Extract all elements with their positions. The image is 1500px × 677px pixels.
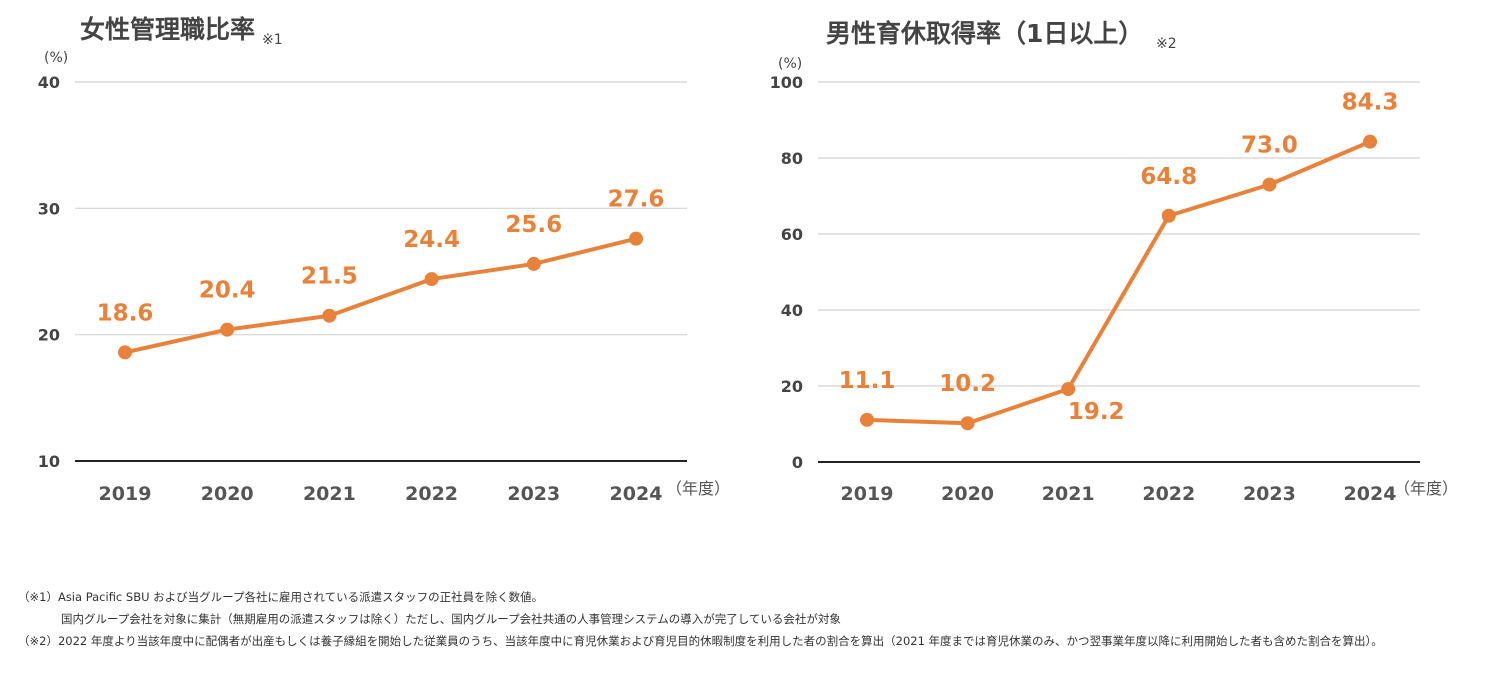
- data-point: [424, 272, 439, 287]
- data-label: 19.2: [1068, 399, 1125, 425]
- x-tick-label: 2022: [1142, 483, 1195, 505]
- chart-female-managers: 女性管理職比率 ※1 (%) （年度） 10 20 30 40 2019 2020 2021…: [38, 15, 730, 505]
- data-point: [1363, 134, 1377, 149]
- footnote-2: （※2）2022 年度より当該年度中に配偶者が出産もしくは養子縁組を開始した従業…: [18, 634, 1383, 648]
- x-tick-label: 2024: [1344, 483, 1397, 505]
- y-tick-label: 80: [781, 149, 803, 168]
- x-tick-label: 2021: [303, 483, 356, 505]
- x-axis-unit: （年度）: [1394, 479, 1458, 498]
- y-axis-unit: (%): [778, 56, 802, 72]
- y-tick-label: 0: [792, 453, 803, 472]
- y-tick-label: 100: [770, 73, 803, 92]
- x-tick-label: 2022: [405, 483, 458, 505]
- data-label: 73.0: [1241, 133, 1298, 159]
- data-label: 21.5: [301, 264, 358, 290]
- data-point: [1262, 177, 1277, 192]
- data-label: 20.4: [199, 278, 256, 304]
- series-line: [123, 236, 638, 355]
- data-point: [860, 412, 874, 427]
- y-tick-label: 40: [38, 73, 60, 92]
- x-tick-label: 2020: [201, 483, 254, 505]
- x-axis-unit: （年度）: [666, 479, 730, 498]
- data-label: 10.2: [939, 371, 996, 397]
- y-tick-label: 20: [38, 326, 60, 345]
- x-tick-label: 2023: [507, 483, 560, 505]
- data-point: [220, 322, 235, 337]
- x-tick-label: 2020: [941, 483, 994, 505]
- x-tick-label: 2019: [841, 483, 894, 505]
- y-tick-label: 60: [781, 225, 803, 244]
- data-label: 18.6: [97, 300, 154, 326]
- data-point: [1061, 382, 1076, 397]
- data-point: [960, 416, 975, 431]
- data-point: [1161, 208, 1176, 223]
- footnotes: （※1）Asia Pacific SBU および当グループ各社に雇用されている派…: [18, 586, 1493, 652]
- data-label: 27.6: [608, 187, 665, 213]
- series-line: [865, 139, 1372, 426]
- chart-title: 女性管理職比率: [80, 15, 255, 44]
- x-tick-label: 2019: [99, 483, 152, 505]
- y-tick-label: 10: [38, 452, 60, 471]
- x-tick-label: 2024: [610, 483, 663, 505]
- chart-male-parental-leave: 男性育休取得率（1日以上） ※2 (%) （年度） 0 20 40 60 80 100 20…: [770, 19, 1458, 505]
- y-tick-label: 40: [781, 301, 803, 320]
- x-tick-label: 2021: [1042, 483, 1095, 505]
- chart-title: 男性育休取得率（1日以上）: [826, 19, 1143, 48]
- footnote-1: （※1）Asia Pacific SBU および当グループ各社に雇用されている派…: [18, 590, 544, 604]
- data-label: 24.4: [403, 227, 460, 253]
- y-tick-label: 20: [781, 377, 803, 396]
- data-label: 25.6: [505, 212, 562, 238]
- data-point: [526, 256, 541, 271]
- y-tick-label: 30: [38, 199, 60, 218]
- data-point: [322, 308, 337, 323]
- chart-title-note: ※2: [1156, 36, 1177, 52]
- chart-title-note: ※1: [262, 32, 283, 48]
- footnote-1-detail: 国内グループ会社を対象に集計（無期雇用の派遣スタッフは除く）ただし、国内グループ…: [61, 612, 841, 626]
- y-axis-unit: (%): [44, 50, 68, 66]
- x-tick-label: 2023: [1243, 483, 1296, 505]
- data-label: 64.8: [1140, 164, 1197, 190]
- data-label: 11.1: [839, 368, 896, 394]
- data-point: [629, 231, 643, 246]
- data-point: [118, 345, 132, 360]
- data-label: 84.3: [1342, 90, 1399, 116]
